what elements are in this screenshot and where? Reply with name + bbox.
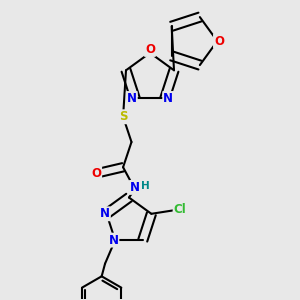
Text: N: N	[163, 92, 173, 105]
Text: Cl: Cl	[174, 203, 186, 216]
Text: N: N	[100, 207, 110, 220]
Text: S: S	[119, 110, 127, 123]
Text: O: O	[91, 167, 101, 180]
Text: N: N	[127, 92, 137, 105]
Text: N: N	[130, 181, 140, 194]
Text: O: O	[145, 43, 155, 56]
Text: H: H	[141, 181, 150, 191]
Text: N: N	[108, 234, 118, 247]
Text: O: O	[214, 34, 224, 48]
